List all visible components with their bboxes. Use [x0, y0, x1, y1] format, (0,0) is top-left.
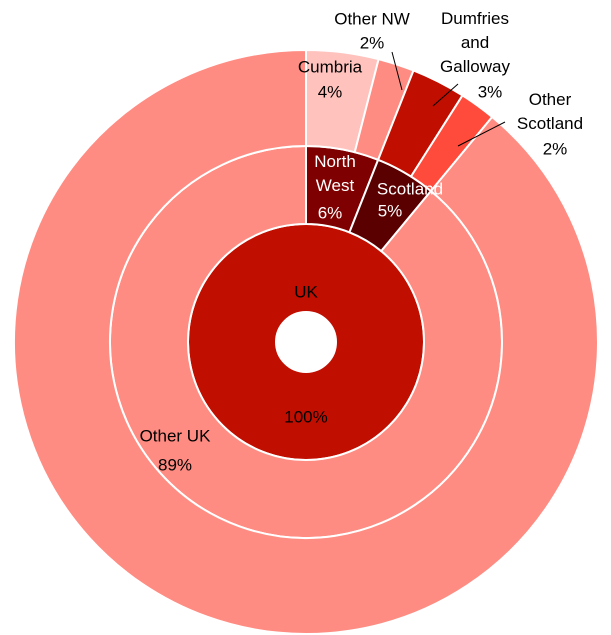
segment-label: Cumbria — [298, 57, 363, 76]
value-label: 4% — [318, 82, 343, 101]
value-label: 5% — [378, 201, 403, 220]
leader-lines — [391, 51, 506, 147]
segment-label: Scotland — [377, 179, 443, 198]
segment-label: Other UK — [140, 426, 212, 445]
labels: UK 100% North West 6% Scotland 5% Other UK 89% Cu… — [140, 9, 584, 474]
value-label: 89% — [158, 455, 192, 474]
segment-label: Other Scotland — [517, 90, 583, 133]
value-label: 100% — [284, 407, 327, 426]
ring-segment — [13, 48, 599, 635]
segment-label: North West — [314, 152, 356, 195]
segment-label: Dumfries and Galloway — [440, 9, 510, 76]
rings — [13, 48, 599, 635]
value-label: 6% — [318, 203, 343, 222]
ring-segment — [109, 144, 503, 539]
segment-label: Other NW — [334, 9, 410, 28]
leader-line — [432, 83, 459, 107]
leader-line — [457, 121, 506, 147]
value-label: 3% — [478, 82, 503, 101]
segment-label: UK — [294, 282, 318, 301]
value-label: 2% — [543, 139, 568, 158]
value-label: 2% — [360, 33, 385, 52]
leader-line — [391, 51, 403, 91]
